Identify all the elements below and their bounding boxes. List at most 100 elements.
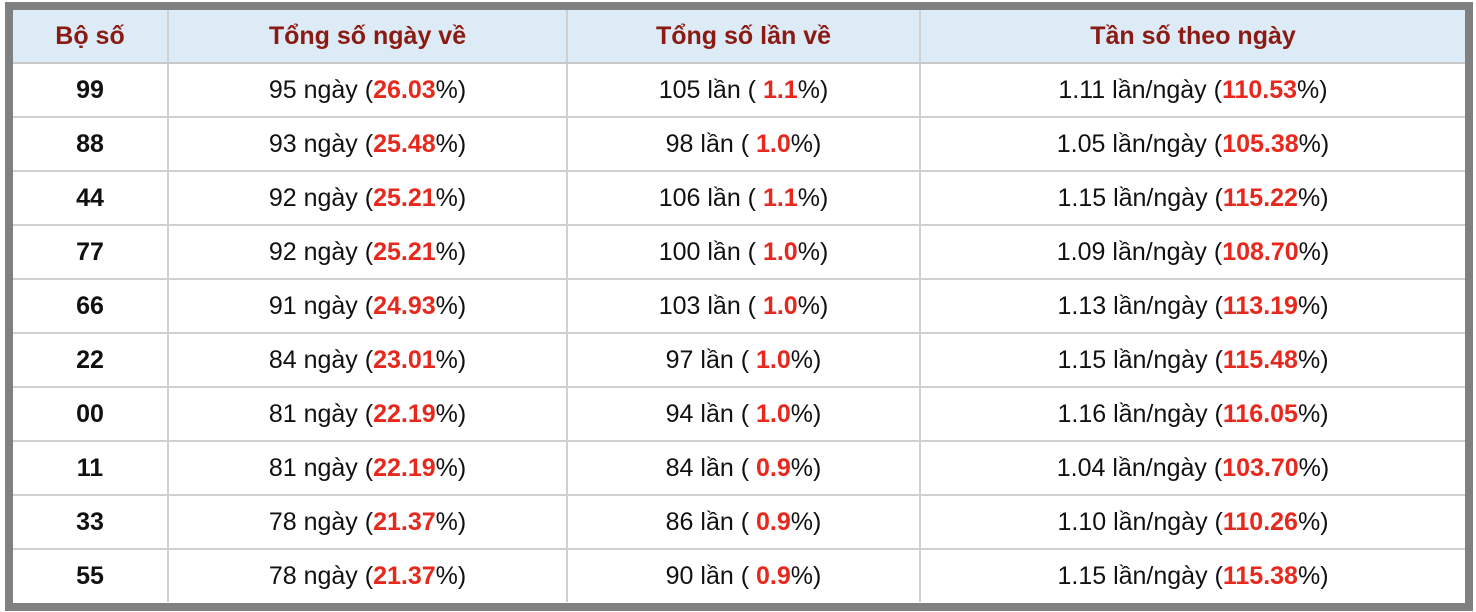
lan-percent: 0.9	[756, 561, 791, 590]
bo-so-cell: 99	[13, 63, 168, 118]
tan-so-cell: 1.15 lần/ngày (115.22%)	[919, 171, 1465, 226]
tan-so-text: 1.13 lần/ngày (	[1057, 291, 1223, 320]
suffix: %)	[1297, 183, 1329, 212]
suffix: %)	[435, 507, 467, 536]
tan-so-percent: 113.19	[1222, 291, 1298, 320]
suffix: %)	[435, 345, 467, 374]
lan-cell: 98 lần ( 1.0%)	[566, 117, 920, 172]
suffix: %)	[790, 345, 822, 374]
tan-so-cell: 1.13 lần/ngày (113.19%)	[919, 279, 1465, 334]
suffix: %)	[1297, 561, 1329, 590]
header-tong-so-lan: Tổng số lần về	[566, 10, 920, 64]
bo-so-cell: 22	[13, 333, 168, 388]
tan-so-percent: 115.48	[1222, 345, 1298, 374]
suffix: %)	[1297, 75, 1328, 104]
suffix: %)	[790, 453, 822, 482]
header-tong-so-ngay: Tổng số ngày về	[167, 10, 567, 64]
suffix: %)	[790, 399, 822, 428]
suffix: %)	[797, 183, 829, 212]
ngay-percent: 23.01	[373, 345, 436, 374]
ngay-percent: 26.03	[373, 75, 436, 104]
table-row: 33 78 ngày (21.37%) 86 lần ( 0.9%) 1.10 lần…	[13, 495, 1465, 550]
lan-percent: 1.0	[756, 129, 791, 158]
ngay-percent: 21.37	[373, 561, 436, 590]
ngay-percent: 22.19	[373, 453, 436, 482]
header-tan-so: Tần số theo ngày	[919, 10, 1465, 64]
suffix: %)	[1297, 507, 1329, 536]
ngay-text: 81 ngày (	[268, 453, 374, 482]
ngay-cell: 95 ngày (26.03%)	[167, 63, 567, 118]
bo-so-cell: 44	[13, 171, 168, 226]
bo-so-cell: 33	[13, 495, 168, 550]
lan-cell: 97 lần ( 1.0%)	[566, 333, 920, 388]
ngay-cell: 81 ngày (22.19%)	[167, 441, 567, 496]
tan-so-cell: 1.10 lần/ngày (110.26%)	[919, 495, 1465, 550]
table-row: 99 95 ngày (26.03%) 105 lần ( 1.1%) 1.11 lầ…	[13, 63, 1465, 118]
tan-so-cell: 1.15 lần/ngày (115.38%)	[919, 549, 1465, 602]
ngay-percent: 24.93	[373, 291, 436, 320]
suffix: %)	[1297, 345, 1329, 374]
lan-cell: 103 lần ( 1.0%)	[566, 279, 920, 334]
ngay-text: 78 ngày (	[268, 561, 374, 590]
lan-text: 94 lần (	[665, 399, 756, 428]
tan-so-percent: 110.53	[1221, 75, 1298, 104]
ngay-cell: 91 ngày (24.93%)	[167, 279, 567, 334]
ngay-percent: 22.19	[373, 399, 436, 428]
lan-cell: 84 lần ( 0.9%)	[566, 441, 920, 496]
suffix: %)	[1298, 237, 1330, 266]
bo-so-cell: 00	[13, 387, 168, 442]
table-row: 11 81 ngày (22.19%) 84 lần ( 0.9%) 1.04 lần…	[13, 441, 1465, 496]
bo-so-cell: 11	[13, 441, 168, 496]
tan-so-text: 1.04 lần/ngày (	[1056, 453, 1223, 482]
table-row: 22 84 ngày (23.01%) 97 lần ( 1.0%) 1.15 lần…	[13, 333, 1465, 388]
lan-text: 97 lần (	[665, 345, 756, 374]
tan-so-cell: 1.05 lần/ngày (105.38%)	[919, 117, 1465, 172]
ngay-text: 84 ngày (	[268, 345, 374, 374]
lan-text: 90 lần (	[665, 561, 756, 590]
table-row: 66 91 ngày (24.93%) 103 lần ( 1.0%) 1.13 lầ…	[13, 279, 1465, 334]
lan-cell: 105 lần ( 1.1%)	[566, 63, 920, 118]
table-row: 77 92 ngày (25.21%) 100 lần ( 1.0%) 1.09 lầ…	[13, 225, 1465, 280]
lan-text: 106 lần (	[658, 183, 763, 212]
lan-text: 98 lần (	[665, 129, 756, 158]
lan-percent: 1.0	[756, 399, 791, 428]
lan-text: 103 lần (	[658, 291, 763, 320]
lan-percent: 1.1	[762, 183, 798, 212]
tan-so-percent: 115.38	[1222, 561, 1298, 590]
suffix: %)	[435, 561, 467, 590]
header-row: Bộ số Tổng số ngày về Tổng số lần về Tần…	[13, 10, 1465, 64]
lan-cell: 94 lần ( 1.0%)	[566, 387, 920, 442]
lan-cell: 106 lần ( 1.1%)	[566, 171, 920, 226]
ngay-percent: 21.37	[373, 507, 436, 536]
lan-text: 84 lần (	[665, 453, 756, 482]
lan-cell: 100 lần ( 1.0%)	[566, 225, 920, 280]
table-row: 44 92 ngày (25.21%) 106 lần ( 1.1%) 1.15 lầ…	[13, 171, 1465, 226]
suffix: %)	[797, 237, 829, 266]
suffix: %)	[1297, 291, 1329, 320]
tan-so-text: 1.09 lần/ngày (	[1056, 237, 1223, 266]
tan-so-cell: 1.04 lần/ngày (103.70%)	[919, 441, 1465, 496]
ngay-cell: 93 ngày (25.48%)	[167, 117, 567, 172]
tan-so-percent: 105.38	[1222, 129, 1299, 158]
ngay-text: 78 ngày (	[268, 507, 374, 536]
ngay-percent: 25.21	[373, 183, 436, 212]
ngay-percent: 25.48	[373, 129, 436, 158]
lan-percent: 0.9	[756, 507, 791, 536]
ngay-text: 81 ngày (	[268, 399, 374, 428]
ngay-cell: 78 ngày (21.37%)	[167, 495, 567, 550]
tan-so-percent: 115.22	[1222, 183, 1298, 212]
tan-so-cell: 1.15 lần/ngày (115.48%)	[919, 333, 1465, 388]
suffix: %)	[1297, 399, 1329, 428]
suffix: %)	[790, 129, 822, 158]
bo-so-cell: 88	[13, 117, 168, 172]
ngay-cell: 92 ngày (25.21%)	[167, 225, 567, 280]
suffix: %)	[435, 399, 467, 428]
ngay-cell: 84 ngày (23.01%)	[167, 333, 567, 388]
suffix: %)	[797, 291, 829, 320]
suffix: %)	[435, 291, 467, 320]
lan-percent: 0.9	[756, 453, 791, 482]
ngay-text: 93 ngày (	[268, 129, 374, 158]
tan-so-text: 1.11 lần/ngày (	[1058, 75, 1222, 104]
lan-text: 105 lần (	[658, 75, 763, 104]
ngay-text: 91 ngày (	[268, 291, 374, 320]
